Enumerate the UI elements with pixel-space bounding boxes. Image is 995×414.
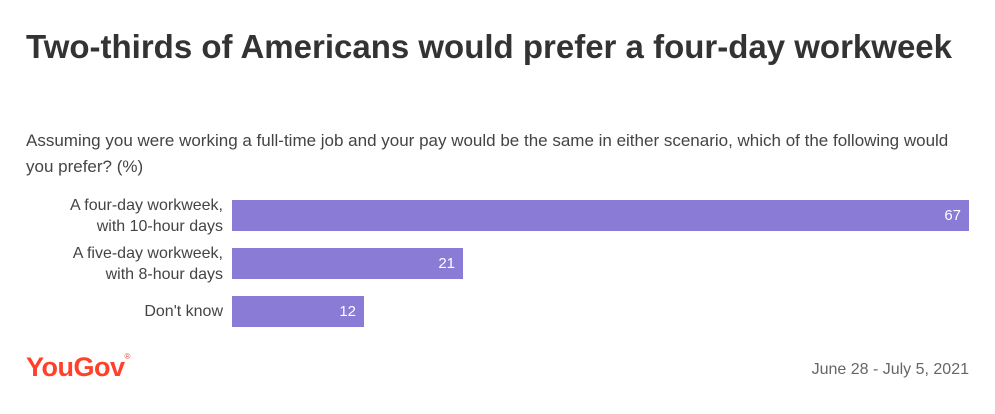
yougov-logo: YouGov®	[26, 352, 130, 382]
brand-name: YouGov	[26, 352, 125, 382]
chart-subtitle: Assuming you were working a full-time jo…	[26, 131, 949, 176]
bar-value-label: 12	[339, 303, 356, 320]
bar	[232, 296, 364, 327]
bar	[232, 200, 969, 231]
chart-title: Two-thirds of Americans would prefer a f…	[26, 28, 952, 65]
bar-value-label: 67	[944, 207, 961, 224]
category-label: A four-day workweek, with 10-hour days	[70, 196, 223, 235]
date-range: June 28 - July 5, 2021	[811, 361, 969, 378]
bar-value-label: 21	[438, 255, 455, 272]
category-label: Don't know	[144, 303, 223, 320]
category-label: A five-day workweek, with 8-hour days	[72, 244, 223, 283]
bar	[232, 248, 463, 279]
